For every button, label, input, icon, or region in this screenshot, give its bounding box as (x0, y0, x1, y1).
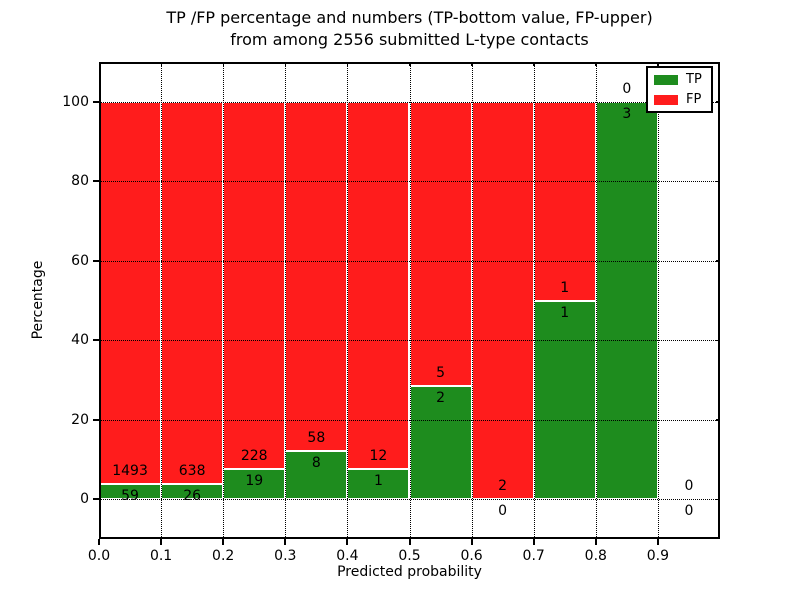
x-tick-mark (470, 539, 473, 545)
tp-bar-segment (409, 385, 472, 500)
y-right-tick-mark (716, 101, 720, 103)
x-top-tick-mark (409, 62, 411, 66)
tp-legend-label: TP (686, 72, 702, 87)
fp-bar-segment (285, 101, 348, 452)
x-tick-mark (160, 539, 163, 545)
x-top-tick-mark (160, 62, 163, 66)
x-tick-mark (346, 539, 349, 545)
fp-bar-segment (347, 101, 410, 469)
x-tick-label: 0.3 (274, 548, 297, 564)
x-tick-label: 0.1 (149, 548, 173, 564)
y-right-tick-mark (716, 339, 720, 341)
x-tick-mark (594, 539, 597, 545)
x-tick-mark (656, 539, 659, 545)
x-tick-label: 0.0 (87, 548, 111, 564)
x-tick-mark (532, 539, 535, 545)
tp-count-label: 1 (560, 304, 570, 321)
tp-count-label: 19 (245, 472, 264, 489)
x-axis-label: Predicted probability (337, 564, 482, 580)
y-tick-mark (93, 259, 99, 262)
tp-count-label: 2 (436, 389, 445, 406)
y-tick-mark (93, 100, 99, 103)
x-top-tick-mark (98, 62, 100, 66)
x-tick-label: 0.4 (336, 548, 359, 564)
y-right-tick-mark (716, 180, 720, 182)
chart-title: TP /FP percentage and numbers (TP-bottom… (99, 7, 720, 51)
x-tick-label: 0.7 (522, 548, 545, 564)
fp-legend-label: FP (686, 92, 702, 107)
x-tick-label: 0.8 (584, 548, 607, 564)
legend: TP FP (646, 66, 713, 113)
y-tick-mark (93, 498, 99, 501)
y-tick-label: 40 (71, 332, 89, 349)
x-tick-mark (284, 539, 287, 545)
y-right-tick-mark (716, 260, 720, 262)
y-axis-label: Percentage (30, 260, 46, 340)
fp-count-label: 0 (622, 80, 632, 97)
chart-title-line2: from among 2556 submitted L-type contact… (230, 30, 589, 49)
tp-count-label: 0 (498, 503, 508, 520)
y-tick-mark (93, 180, 99, 183)
fp-count-label: 58 (307, 430, 326, 447)
tp-bar-segment (533, 300, 596, 500)
tp-count-label: 59 (121, 488, 139, 505)
fp-bar-segment (409, 101, 472, 386)
x-top-tick-mark (471, 62, 473, 66)
x-tick-label: 0.6 (460, 548, 483, 564)
tp-bar-segment (223, 468, 286, 500)
x-top-tick-mark (222, 62, 225, 66)
fp-count-label: 1 (560, 279, 570, 296)
y-tick-label: 0 (80, 491, 89, 508)
y-tick-mark (93, 418, 99, 421)
fp-count-label: 2 (498, 478, 508, 495)
fp-legend-swatch (654, 94, 678, 105)
y-tick-mark (93, 339, 99, 342)
x-tick-label: 0.2 (212, 548, 235, 564)
fp-bar-segment (471, 101, 534, 500)
y-right-tick-mark (716, 498, 720, 500)
tp-count-label: 0 (684, 503, 694, 520)
legend-entry-fp: FP (654, 93, 711, 106)
tp-bar-segment (595, 101, 658, 500)
y-tick-label: 60 (71, 252, 89, 269)
x-tick-mark (98, 539, 100, 545)
chart-title-line1: TP /FP percentage and numbers (TP-bottom… (166, 8, 653, 27)
y-right-tick-mark (716, 419, 720, 421)
y-tick-label: 20 (71, 411, 89, 428)
tp-legend-swatch (654, 74, 678, 85)
tp-bar-segment (347, 468, 410, 500)
fp-bar-segment (99, 101, 162, 485)
legend-entry-tp: TP (654, 73, 711, 86)
x-top-tick-mark (595, 62, 597, 66)
tp-bar-segment (285, 451, 348, 500)
fp-bar-segment (533, 101, 596, 301)
x-top-tick-mark (284, 62, 287, 66)
y-tick-label: 80 (71, 173, 89, 190)
tp-count-label: 1 (373, 472, 383, 489)
tp-count-label: 3 (622, 105, 632, 122)
fp-count-label: 0 (684, 478, 694, 495)
fp-count-label: 1493 (112, 463, 148, 480)
x-tick-mark (222, 539, 225, 545)
x-tick-label: 0.9 (646, 548, 670, 564)
x-tick-mark (408, 539, 411, 545)
fp-bar-segment (161, 101, 224, 484)
x-tick-label: 0.5 (398, 548, 421, 564)
x-top-tick-mark (533, 62, 535, 66)
fp-count-label: 228 (240, 447, 268, 464)
x-top-tick-mark (346, 62, 349, 66)
fp-count-label: 12 (369, 447, 388, 464)
fp-bar-segment (223, 101, 286, 469)
y-tick-label: 100 (62, 93, 89, 110)
tp-count-label: 26 (183, 487, 202, 504)
fp-count-label: 638 (178, 462, 206, 479)
tp-count-label: 8 (311, 455, 321, 472)
fp-count-label: 5 (436, 364, 445, 381)
